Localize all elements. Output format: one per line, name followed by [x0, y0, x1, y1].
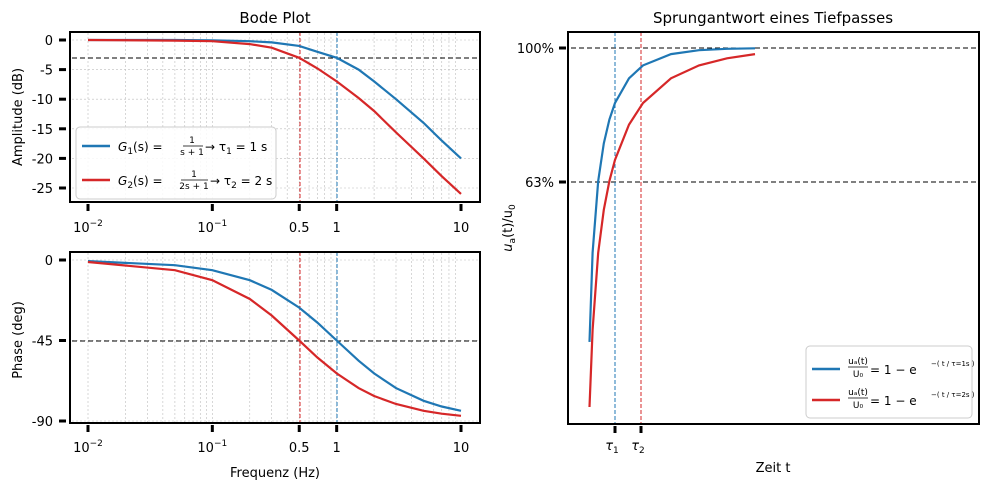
step-legend-2-den: U₀: [853, 401, 864, 411]
amp-xtick-label: 1: [333, 221, 341, 236]
legend-g2-tau: → τ2 = 2 s: [210, 174, 272, 191]
step-series-tau2: [588, 53, 756, 408]
bode-title: Bode Plot: [239, 9, 310, 27]
step-frame: [567, 31, 980, 425]
amp-ylabel: Amplitude (dB): [11, 68, 26, 166]
step-legend-2-exp: −( t / τ=2s ): [931, 391, 975, 399]
step-xlabel: Zeit t: [756, 461, 791, 476]
step-legend-1-exp: −( t / τ=1s ): [931, 360, 975, 368]
step-legend-1-eq: = 1 − e: [870, 363, 917, 377]
legend-g1-tau: → τ1 = 1 s: [205, 140, 267, 157]
phase-xtick-label: 1: [333, 441, 341, 456]
step-legend-1-num: uₐ(t): [848, 357, 868, 367]
amp-frame: [69, 31, 481, 203]
legend-label-g2: G2(s) =: [118, 174, 163, 191]
step-legend-2-num: uₐ(t): [848, 388, 868, 398]
step-ytick-63: 63%: [525, 176, 554, 191]
amp-series-g2: [87, 38, 462, 195]
bode-xlabel: Frequenz (Hz): [230, 466, 320, 481]
legend-g1-denominator: s + 1: [180, 148, 204, 158]
step-ytick-100: 100%: [517, 42, 554, 57]
phase-series-g2: [87, 260, 462, 417]
amplitude-panel: Bode Plot Amplitude (dB) 0 -5 -10 -15 -20 -25…: [11, 9, 481, 236]
phase-panel: Phase (deg) Frequenz (Hz) 0-45-90 10−2 10…: [11, 251, 481, 481]
amp-xtick-label: 0.5: [289, 221, 310, 236]
phase-frame: [69, 251, 481, 424]
amp-xtick-label: 10−1: [197, 219, 227, 236]
amp-ytick-label: -5: [40, 64, 53, 79]
phase-ytick-label: 0: [45, 254, 53, 269]
phase-ytick-label: -45: [32, 335, 53, 350]
amp-xtick-label: 10−2: [73, 219, 103, 236]
amp-ytick-label: -25: [32, 182, 53, 197]
amp-ytick-label: -20: [32, 152, 53, 167]
amp-ytick-label: 0: [45, 34, 53, 49]
phase-xtick-label: 10−1: [197, 439, 227, 456]
step-panel: Sprungantwort eines Tiefpasses ua(t)/u0 …: [501, 9, 980, 476]
phase-xtick-label: 10: [453, 441, 470, 456]
phase-series-g1: [87, 260, 462, 412]
legend-g2-denominator: 2s + 1: [179, 182, 208, 192]
legend-label-g1: G1(s) =: [118, 140, 163, 157]
step-xtick-tau1: τ1: [605, 439, 619, 456]
step-series-tau1: [588, 47, 756, 342]
bode-legend: G1(s) = 1 s + 1 → τ1 = 1 s G2(s) = 1 2s …: [75, 126, 277, 200]
amp-series-g1: [88, 38, 462, 160]
step-title: Sprungantwort eines Tiefpasses: [653, 9, 893, 27]
step-legend-1-den: U₀: [853, 370, 864, 380]
step-legend-2-eq: = 1 − e: [870, 394, 917, 408]
legend-g2-numerator: 1: [191, 170, 197, 180]
amp-xtick-label: 10: [453, 221, 470, 236]
phase-xtick-label: 10−2: [73, 439, 103, 456]
step-legend: uₐ(t) U₀ = 1 − e −( t / τ=1s ) uₐ(t) U₀ …: [805, 345, 975, 419]
amp-ytick-label: -10: [32, 93, 53, 108]
phase-ylabel: Phase (deg): [11, 301, 26, 379]
legend-g1-numerator: 1: [189, 136, 195, 146]
amp-ytick-label: -15: [32, 123, 53, 138]
step-ylabel: ua(t)/u0: [501, 204, 518, 252]
step-xtick-tau2: τ2: [631, 439, 645, 456]
phase-ytick-label: -90: [32, 415, 53, 430]
phase-xtick-label: 0.5: [289, 441, 310, 456]
